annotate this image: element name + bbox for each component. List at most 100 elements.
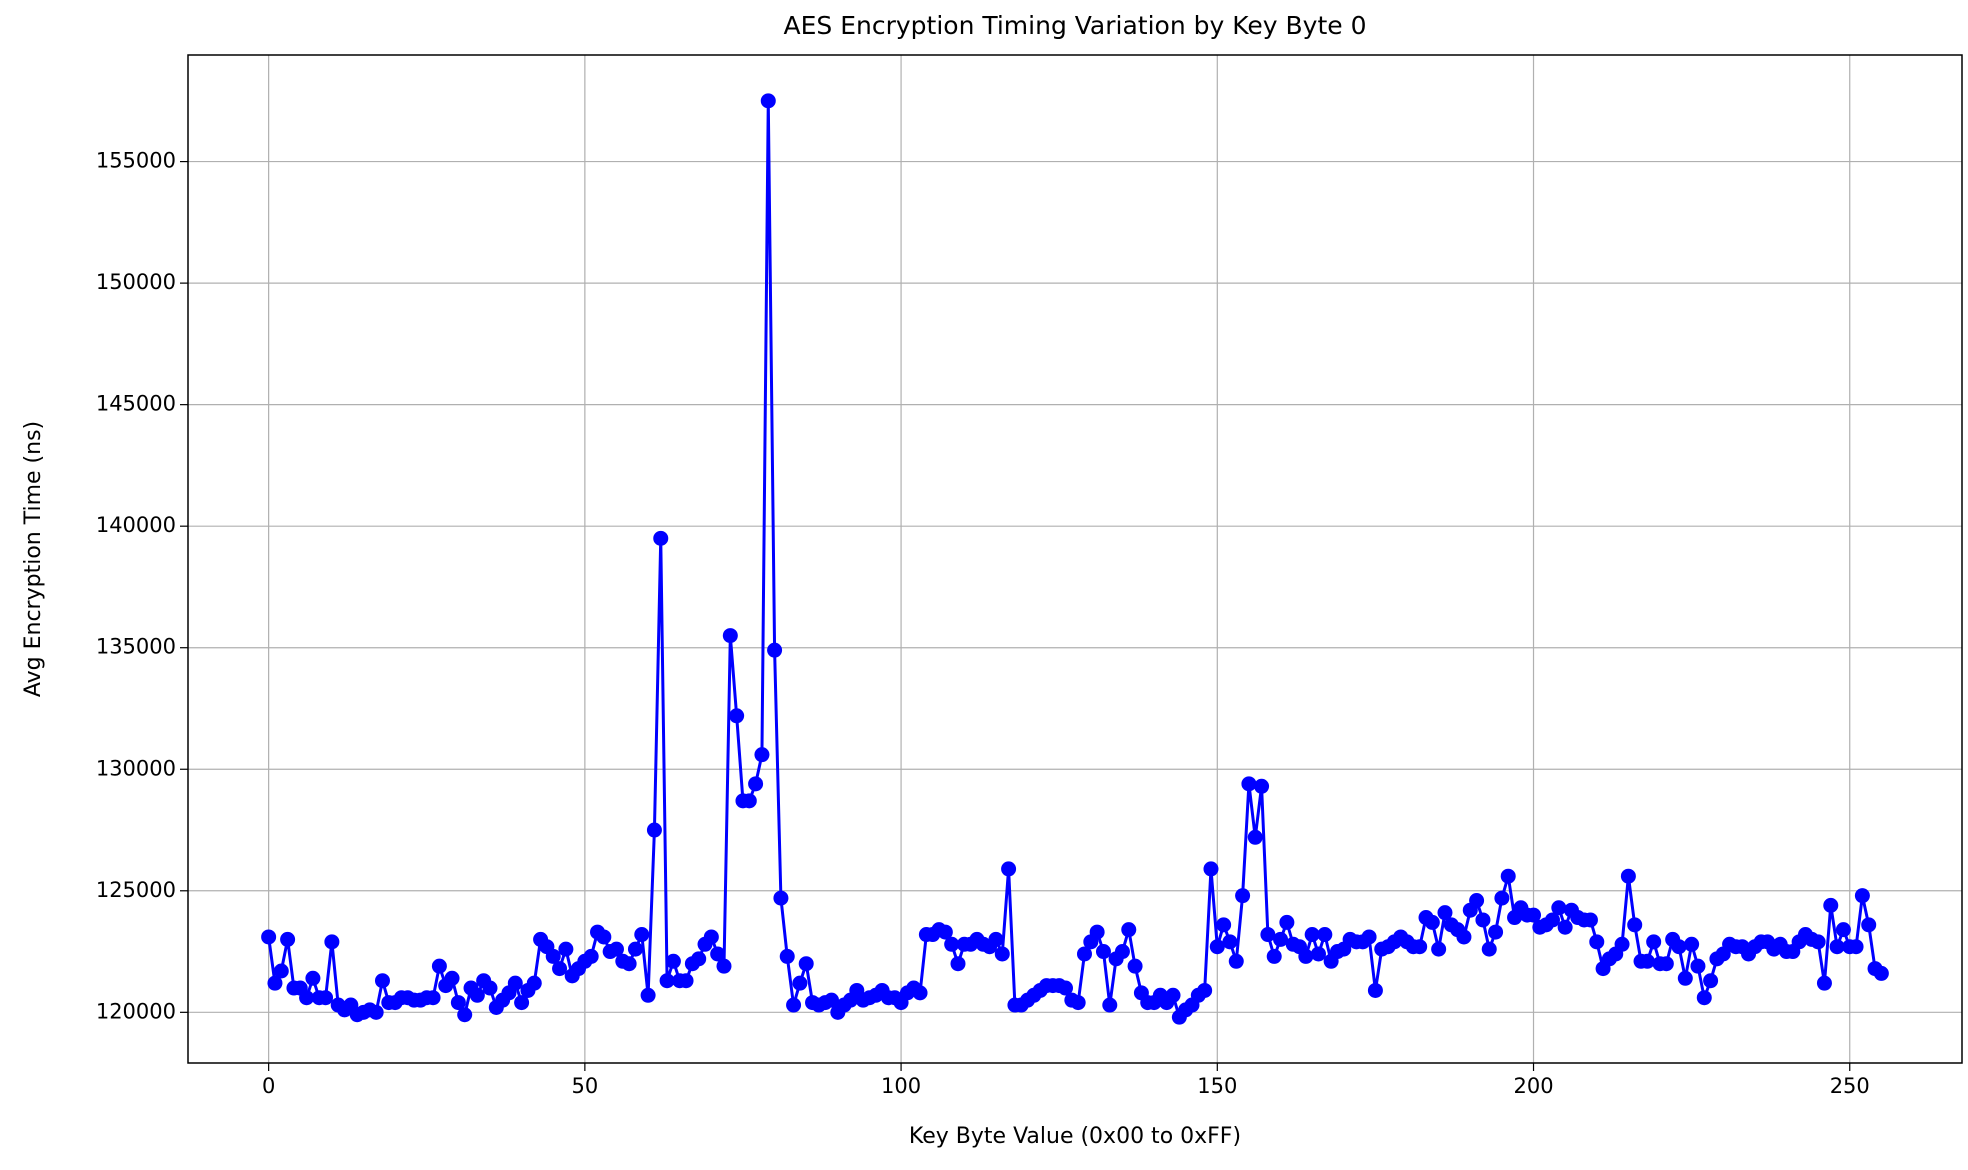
data-point [678,973,694,989]
data-point [1526,907,1542,923]
data-point [507,975,523,991]
data-point [754,747,770,763]
data-point [514,995,530,1011]
data-point [1279,914,1295,930]
data-point [1228,953,1244,969]
data-point [1241,776,1257,792]
data-point [1475,912,1491,928]
data-point [1500,868,1516,884]
data-point [760,93,776,109]
data-point [1095,944,1111,960]
data-point [912,985,928,1001]
data-point [716,958,732,974]
data-point [944,936,960,952]
data-point [659,973,675,989]
data-point [1810,934,1826,950]
data-point [1551,900,1567,916]
data-point [1557,919,1573,935]
chart-title: AES Encryption Timing Variation by Key B… [783,11,1366,40]
data-point [1121,922,1137,938]
data-point [558,941,574,957]
data-point [1639,953,1655,969]
data-point [1589,934,1605,950]
data-point [1620,868,1636,884]
data-point [1684,936,1700,952]
data-point [469,987,485,1003]
data-point [741,793,757,809]
data-point [646,822,662,838]
data-point [1203,861,1219,877]
data-point [1873,965,1889,981]
data-point [374,973,390,989]
x-tick-label: 100 [881,1074,921,1098]
data-point [1816,975,1832,991]
y-tick-label: 135000 [96,635,176,659]
data-point [444,970,460,986]
x-tick-label: 50 [571,1074,598,1098]
data-point [1646,934,1662,950]
data-point [1424,914,1440,930]
data-point [729,708,745,724]
data-point [273,963,289,979]
data-point [621,956,637,972]
data-point [1165,987,1181,1003]
data-point [450,995,466,1011]
y-tick-label: 145000 [96,392,176,416]
data-point [552,961,568,977]
data-point [1058,980,1074,996]
data-point [1412,939,1428,955]
data-point [748,776,764,792]
data-point [1614,936,1630,952]
data-point [1658,956,1674,972]
data-point [305,970,321,986]
data-point [1076,946,1092,962]
x-tick-label: 250 [1830,1074,1870,1098]
data-point [627,941,643,957]
data-point [482,980,498,996]
data-point [1260,927,1276,943]
data-point [1456,929,1472,945]
data-point [691,951,707,967]
y-tick-label: 140000 [96,513,176,537]
y-tick-label: 120000 [96,999,176,1023]
data-point [1829,939,1845,955]
data-point [267,975,283,991]
data-point [1861,917,1877,933]
data-point [1437,905,1453,921]
data-point [1431,941,1447,957]
data-point [988,931,1004,947]
x-axis-label: Key Byte Value (0x00 to 0xFF) [909,1124,1241,1149]
data-point [1696,990,1712,1006]
data-point [261,929,277,945]
x-tick-label: 200 [1513,1074,1553,1098]
data-point [1273,931,1289,947]
y-tick-label: 130000 [96,756,176,780]
data-point [1481,941,1497,957]
data-point [1317,927,1333,943]
data-point [1197,982,1213,998]
data-point [1544,912,1560,928]
data-point [1070,995,1086,1011]
data-point [1627,917,1643,933]
data-point [1102,997,1118,1013]
data-point [596,929,612,945]
data-point [545,948,561,964]
data-point [583,948,599,964]
data-point [1222,934,1238,950]
data-point [634,927,650,943]
data-point [665,953,681,969]
data-point [1310,946,1326,962]
data-point [1582,912,1598,928]
data-point [1835,922,1851,938]
data-point [640,987,656,1003]
data-point [937,924,953,940]
data-point [1367,982,1383,998]
data-point [703,929,719,945]
data-point [1254,778,1270,794]
data-point [318,990,334,1006]
data-point [368,1004,384,1020]
y-tick-label: 155000 [96,149,176,173]
x-tick-label: 0 [262,1074,275,1098]
